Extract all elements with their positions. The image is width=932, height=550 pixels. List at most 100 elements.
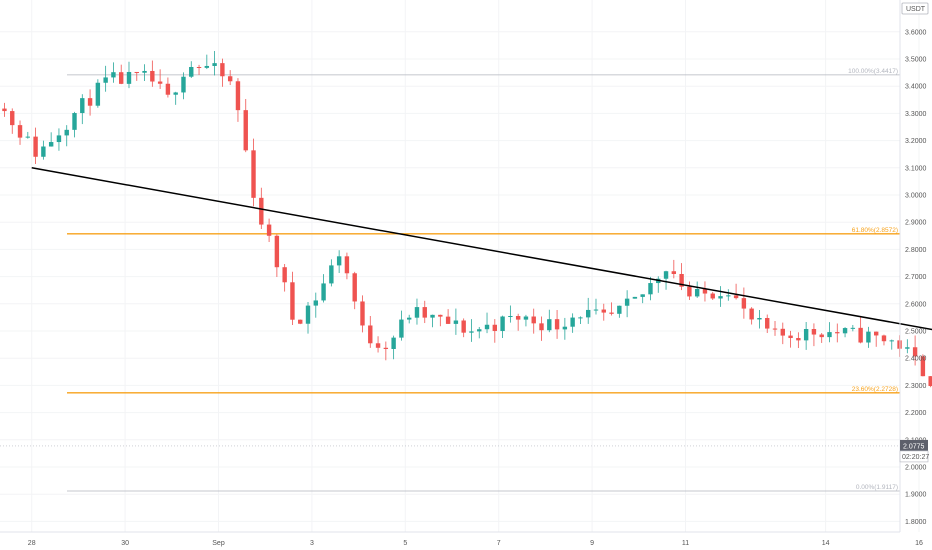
candle-body [352, 273, 357, 302]
y-tick-label: 2.0000 [905, 465, 927, 472]
candle-body [718, 296, 723, 299]
candle-body [508, 316, 513, 318]
candle-body [157, 81, 163, 84]
candle-body [710, 293, 715, 299]
candle-body [259, 197, 264, 225]
candle-body [726, 295, 731, 297]
candle-body [212, 63, 217, 66]
drawings [31, 167, 932, 331]
candle-body [500, 316, 505, 331]
candle-body [827, 332, 832, 338]
fib-level-label: 0.00%(1.9117) [856, 484, 898, 491]
candle-body [313, 300, 318, 306]
candle-body [56, 135, 62, 143]
y-tick-label: 2.3000 [905, 383, 927, 390]
x-tick-label: 30 [121, 540, 129, 547]
candle-body [64, 129, 69, 136]
candle-body [554, 319, 560, 330]
candle-body [80, 98, 85, 114]
candle-body [547, 319, 552, 331]
x-tick-label: 7 [497, 540, 501, 547]
candle-body [95, 82, 101, 106]
candle-body [235, 81, 241, 111]
candle-body [336, 256, 342, 266]
candle-body [2, 108, 7, 112]
candle-body [586, 309, 591, 318]
candle-body [181, 76, 186, 93]
candle-body [329, 265, 334, 284]
candle-body [733, 295, 739, 299]
candle-body [640, 294, 645, 297]
y-tick-label: 3.5000 [905, 57, 927, 64]
candle-body [430, 314, 435, 318]
candle-body [873, 331, 879, 336]
candle-body [881, 335, 887, 342]
candle-body [266, 224, 272, 236]
price-tags: 2.0775 02:20:27 [0, 439, 929, 463]
candle-body [10, 111, 15, 126]
candle-body [835, 332, 840, 334]
y-tick-label: 3.0000 [905, 193, 927, 200]
x-tick-label: 28 [28, 540, 36, 547]
countdown-value: 02:20:27 [902, 454, 929, 461]
y-tick-label: 1.8000 [905, 519, 927, 526]
candle-body [438, 314, 443, 317]
x-tick-label: 3 [310, 540, 314, 547]
candle-body [749, 308, 754, 320]
y-tick-label: 2.9000 [905, 220, 927, 227]
candle-body [523, 316, 529, 320]
candle-body [406, 317, 412, 320]
candle-body [772, 328, 778, 330]
candle-body [305, 305, 311, 324]
grid [0, 0, 920, 532]
candle-body [298, 319, 303, 324]
candle-body [189, 66, 194, 77]
candle-body [617, 305, 622, 314]
candle-body [671, 271, 677, 274]
candle-body [196, 66, 202, 68]
candle-body [811, 329, 817, 335]
candle-body [282, 267, 287, 283]
candle-body [375, 343, 381, 348]
candle-body [741, 298, 747, 309]
candle-body [780, 328, 785, 336]
x-tick-label: 5 [403, 540, 407, 547]
candle-body [624, 298, 630, 306]
trendline [31, 167, 932, 331]
candle-body [111, 72, 116, 78]
last-price-tag [900, 439, 928, 451]
candle-body [601, 309, 606, 313]
time-axis[interactable]: 2830Sep35791114161821232528Oct3 [28, 540, 932, 547]
candle-body [477, 329, 482, 332]
candle-body [103, 77, 108, 83]
candle-body [274, 235, 280, 268]
x-tick-label: Sep [212, 540, 225, 547]
y-tick-label: 2.5000 [905, 329, 927, 336]
candles [2, 50, 932, 388]
countdown-tag [899, 450, 929, 463]
candle-body [391, 337, 396, 349]
candle-body [531, 316, 536, 324]
x-tick-label: 9 [590, 540, 594, 547]
candle-body [321, 283, 326, 301]
candle-body [593, 309, 599, 311]
candle-body [25, 136, 31, 138]
candle-body [17, 125, 23, 138]
y-tick-label: 3.3000 [905, 111, 927, 118]
fibonacci-levels: 100.00%(3.4417) 61.80%(2.8572) 23.60%(2.27… [67, 68, 900, 492]
candle-body [360, 301, 365, 326]
candle-body [422, 307, 427, 318]
last-price-value: 2.0775 [903, 443, 925, 450]
candle-body [562, 326, 568, 330]
candle-body [663, 271, 669, 279]
x-tick-label: 16 [915, 540, 923, 547]
y-tick-label: 2.6000 [905, 301, 927, 308]
candle-body [87, 98, 93, 106]
candle-body [539, 323, 544, 331]
fib-level-label: 61.80%(2.8572) [852, 227, 898, 234]
candle-body [609, 312, 614, 314]
candle-body [796, 338, 801, 341]
candle-body [803, 329, 809, 341]
